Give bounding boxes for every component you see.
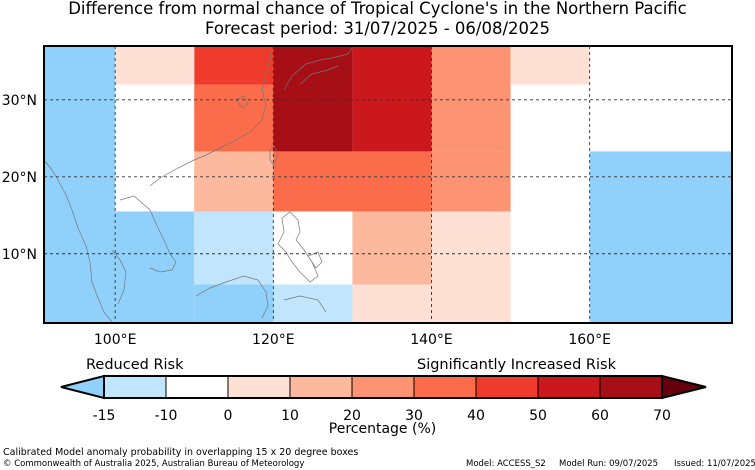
footer-model-run: Model Run: 09/07/2025 bbox=[559, 459, 659, 469]
footer-description: Calibrated Model anomaly probability in … bbox=[3, 447, 359, 458]
risk-cell bbox=[431, 46, 511, 152]
colorbar-segment bbox=[351, 375, 415, 399]
colorbar-tick-label: 0 bbox=[224, 408, 233, 424]
forecast-period: Forecast period: 31/07/2025 - 06/08/2025 bbox=[204, 19, 551, 38]
coastline-taiwan bbox=[269, 145, 279, 167]
risk-cell bbox=[431, 151, 511, 212]
colorbar-tick-label: 30 bbox=[405, 408, 423, 424]
coastline-korea-japan bbox=[235, 47, 353, 109]
x-tick-label: 100°E bbox=[94, 332, 137, 348]
risk-cell bbox=[44, 46, 116, 323]
reduced-risk-label: Reduced Risk bbox=[86, 357, 184, 373]
risk-cell bbox=[352, 211, 432, 285]
risk-cell bbox=[589, 151, 732, 323]
risk-cell bbox=[273, 151, 432, 212]
coastline-asia bbox=[43, 45, 273, 323]
map-frame bbox=[43, 45, 733, 324]
x-axis-ticks: 100°E 120°E 140°E 160°E bbox=[94, 332, 611, 348]
colorbar-segment bbox=[103, 375, 167, 399]
colorbar-segment bbox=[537, 375, 601, 399]
colorbar-segment bbox=[165, 375, 229, 399]
risk-cell bbox=[194, 46, 274, 85]
colorbar-segment bbox=[599, 375, 663, 399]
colorbar-tick-label: -10 bbox=[155, 408, 178, 424]
x-tick-label: 160°E bbox=[568, 332, 611, 348]
risk-cell bbox=[194, 84, 274, 152]
colorbar-segment bbox=[289, 375, 353, 399]
x-tick-label: 120°E bbox=[252, 332, 295, 348]
colorbar-tick-label: -15 bbox=[93, 408, 116, 424]
risk-cell bbox=[431, 211, 511, 285]
risk-cells bbox=[44, 46, 732, 323]
colorbar-over-arrow bbox=[661, 374, 707, 400]
coastline-borneo bbox=[195, 275, 327, 319]
colorbar-segment bbox=[227, 375, 291, 399]
colorbar-under-arrow bbox=[60, 374, 105, 400]
risk-cell bbox=[510, 46, 590, 85]
map-gridlines bbox=[44, 46, 732, 323]
risk-cell bbox=[352, 46, 432, 152]
colorbar-frame bbox=[103, 375, 663, 399]
colorbar-segment bbox=[413, 375, 477, 399]
y-tick-label: 10°N bbox=[2, 247, 37, 263]
footer-issued: Issued: 11/07/2025 bbox=[674, 459, 755, 469]
risk-cell bbox=[273, 46, 353, 152]
colorbar: -15 -10 0 10 20 30 40 50 60 70 bbox=[60, 374, 707, 424]
colorbar-tick-label: 70 bbox=[653, 408, 671, 424]
risk-cell bbox=[273, 284, 353, 323]
footer-model: Model: ACCESS_S2 bbox=[466, 459, 546, 469]
y-axis-ticks: 10°N 20°N 30°N bbox=[2, 93, 37, 263]
increased-risk-label: Significantly Increased Risk bbox=[417, 357, 616, 373]
colorbar-segment bbox=[475, 375, 539, 399]
colorbar-tick-label: 50 bbox=[529, 408, 547, 424]
footer-copyright: © Commonwealth of Australia 2025, Austra… bbox=[3, 459, 305, 469]
risk-cell bbox=[194, 151, 274, 212]
colorbar-tick-label: 40 bbox=[467, 408, 485, 424]
risk-cell bbox=[115, 46, 195, 85]
y-tick-label: 20°N bbox=[2, 170, 37, 186]
risk-cell bbox=[194, 211, 274, 285]
coastline bbox=[43, 45, 353, 323]
y-tick-label: 30°N bbox=[2, 93, 37, 109]
x-tick-label: 140°E bbox=[410, 332, 453, 348]
risk-cell bbox=[115, 211, 195, 323]
colorbar-tick-label: 10 bbox=[281, 408, 299, 424]
colorbar-tick-label: 60 bbox=[591, 408, 609, 424]
chart-title: Difference from normal chance of Tropica… bbox=[68, 0, 687, 18]
colorbar-tick-label: 20 bbox=[343, 408, 361, 424]
colorbar-title: Percentage (%) bbox=[328, 421, 437, 437]
